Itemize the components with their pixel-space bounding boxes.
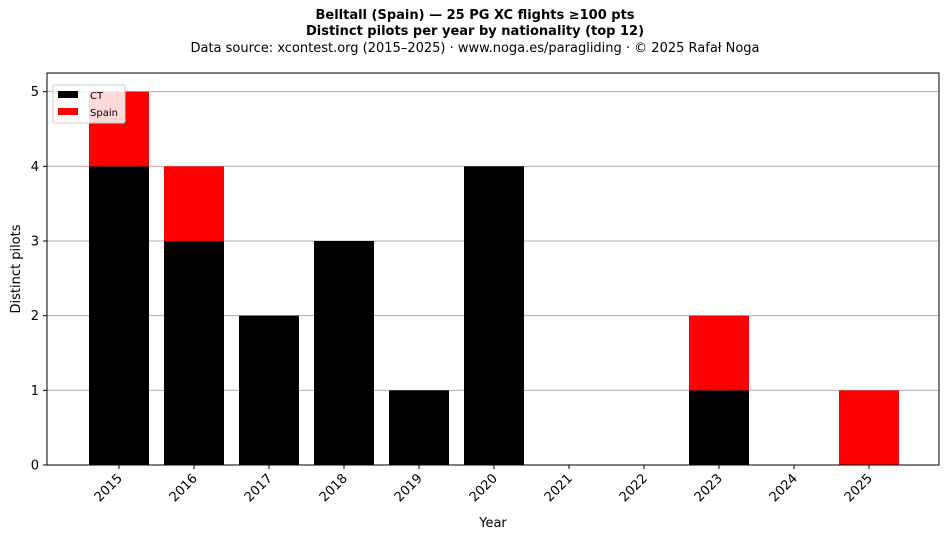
bar-ct-2017	[239, 315, 299, 465]
x-axis-label: Year	[478, 516, 507, 531]
y-tick-label: 1	[31, 384, 39, 399]
y-tick-label: 5	[31, 85, 39, 100]
x-tick-label: 2024	[767, 471, 801, 505]
x-axis: 2015 2016 2017 2018 2019 2020 2021 2022 2023 2024…	[92, 465, 876, 505]
chart-title: Belltall (Spain) — 25 PG XC flights ≥100…	[315, 8, 635, 23]
title-block: Belltall (Spain) — 25 PG XC flights ≥100…	[0, 8, 950, 58]
bar-spain-2025	[839, 390, 899, 465]
chart-source: Data source: xcontest.org (2015–2025) · …	[190, 41, 760, 56]
bar-ct-2016	[164, 241, 224, 465]
x-tick-label: 2023	[692, 471, 726, 505]
y-tick-label: 0	[31, 459, 39, 474]
x-tick-label: 2016	[167, 471, 201, 505]
bar-ct-2020	[464, 166, 524, 466]
bar-ct-2019	[389, 390, 449, 465]
y-tick-label: 4	[31, 160, 39, 175]
x-tick-label: 2017	[242, 471, 276, 505]
x-tick-label: 2022	[617, 471, 651, 505]
x-tick-label: 2025	[842, 471, 876, 505]
y-tick-label: 3	[31, 235, 39, 250]
y-tick-label: 2	[31, 309, 39, 324]
bar-ct-2023	[689, 390, 749, 465]
bar-ct-2018	[314, 241, 374, 465]
legend-swatch-spain	[58, 108, 78, 115]
legend: CT Spain	[52, 84, 126, 124]
x-tick-label: 2015	[92, 471, 126, 505]
x-tick-label: 2019	[392, 471, 426, 505]
legend-label-spain: Spain	[90, 108, 118, 119]
x-tick-label: 2018	[317, 471, 351, 505]
chart-subtitle: Distinct pilots per year by nationality …	[305, 24, 645, 39]
bar-spain-2016	[164, 166, 224, 241]
plot-frame	[46, 72, 940, 466]
legend-label-ct: CT	[90, 91, 104, 102]
x-tick-label: 2021	[542, 471, 576, 505]
bar-spain-2023	[689, 315, 749, 391]
bar-ct-2015	[89, 166, 149, 466]
y-axis: 0 1 2 3 4 5	[31, 85, 47, 474]
bars	[89, 91, 899, 466]
x-tick-label: 2020	[467, 471, 501, 505]
legend-swatch-ct	[58, 91, 78, 98]
y-axis-label: Distinct pilots	[9, 224, 24, 313]
